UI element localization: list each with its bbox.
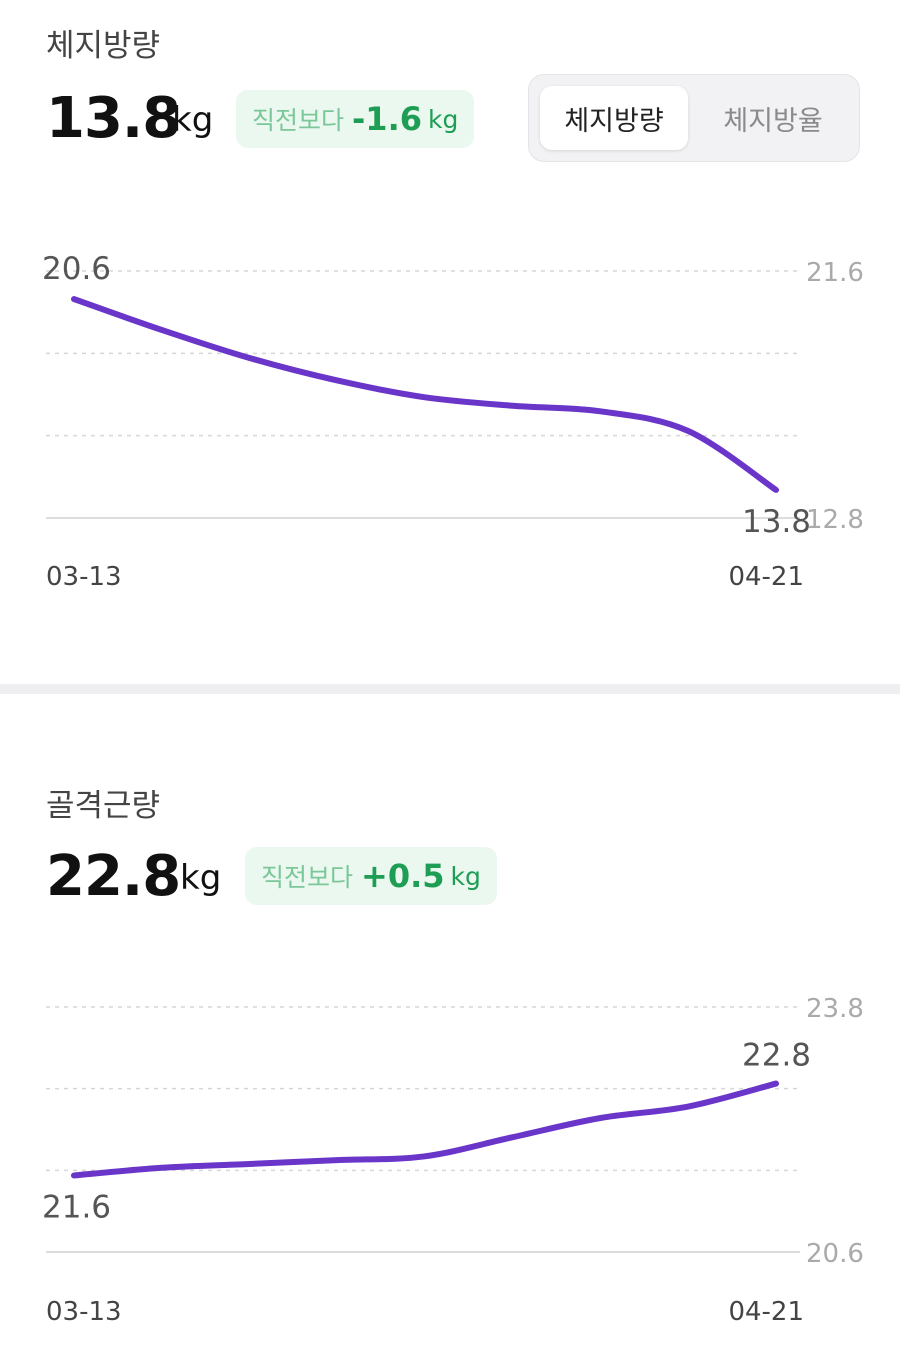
series-line — [71, 1080, 779, 1179]
last-point-label: 13.8 — [742, 504, 811, 540]
section-divider — [0, 684, 900, 694]
delta-prefix: 직전보다 — [252, 106, 345, 135]
section-title: 체지방량 — [46, 28, 161, 64]
delta-badge: 직전보다 -1.6 kg — [236, 90, 475, 148]
x-axis-end-label: 04-21 — [728, 1297, 804, 1327]
delta-value: -1.6 — [352, 100, 422, 138]
y-axis-min-label: 20.6 — [806, 1239, 864, 1269]
metric-toggle: 체지방량 체지방율 — [528, 74, 860, 162]
series-line — [71, 296, 779, 493]
y-axis-max-label: 21.6 — [806, 258, 864, 288]
last-point-label: 22.8 — [742, 1038, 811, 1074]
current-value: 22.8 — [46, 844, 181, 909]
current-unit: kg — [180, 858, 222, 898]
y-axis-max-label: 23.8 — [806, 994, 864, 1024]
delta-value: +0.5 — [361, 857, 445, 895]
delta-badge: 직전보다 +0.5 kg — [245, 847, 497, 905]
first-point-label: 20.6 — [42, 251, 111, 287]
delta-prefix: 직전보다 — [261, 863, 354, 892]
x-axis-end-label: 04-21 — [728, 562, 804, 592]
delta-unit: kg — [427, 104, 459, 134]
delta-unit: kg — [450, 861, 481, 891]
toggle-fat-mass-button[interactable]: 체지방량 — [540, 86, 688, 150]
toggle-fat-percent-button[interactable]: 체지방율 — [723, 105, 823, 137]
body-fat-chart: 21.6 12.8 20.6 13.8 03-13 04-21 — [42, 251, 864, 592]
current-unit: kg — [172, 100, 214, 140]
current-value: 13.8 — [46, 86, 181, 151]
section-title: 골격근량 — [46, 788, 161, 824]
y-axis-min-label: 12.8 — [806, 505, 864, 535]
first-point-label: 21.6 — [42, 1189, 111, 1225]
x-axis-start-label: 03-13 — [46, 562, 122, 592]
x-axis-start-label: 03-13 — [46, 1297, 122, 1327]
